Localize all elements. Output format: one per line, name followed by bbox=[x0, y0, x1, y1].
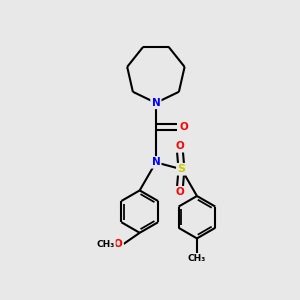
Text: O: O bbox=[114, 239, 123, 249]
Text: CH₃: CH₃ bbox=[188, 254, 206, 263]
Text: O: O bbox=[176, 187, 184, 197]
Text: O: O bbox=[176, 141, 184, 151]
Text: N: N bbox=[152, 98, 160, 108]
Text: S: S bbox=[178, 164, 185, 174]
Text: CH₃: CH₃ bbox=[97, 239, 115, 248]
Text: O: O bbox=[179, 122, 188, 132]
Text: N: N bbox=[152, 158, 160, 167]
